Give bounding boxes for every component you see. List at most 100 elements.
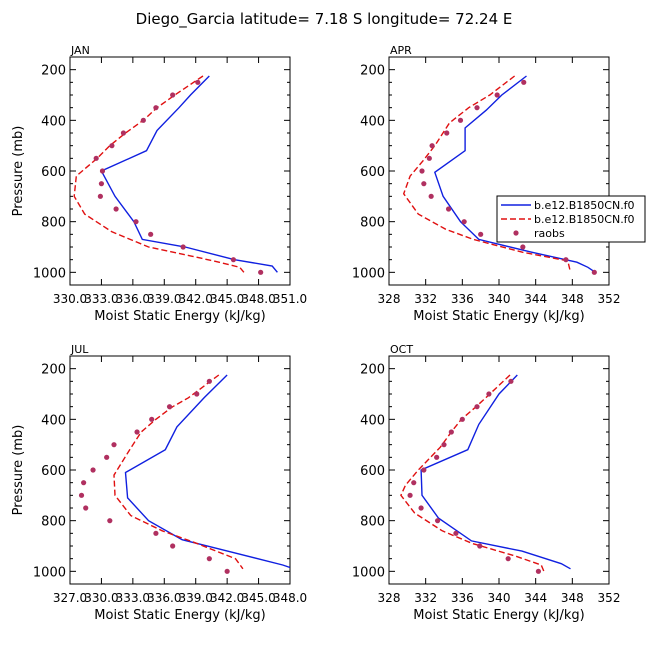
raobs-point [445,206,452,212]
x-tick-label: 328 [378,591,401,605]
raobs-point [505,556,511,562]
raobs-point [180,244,186,250]
y-tick-label: 1000 [352,266,385,281]
raobs-point [258,269,264,275]
raobs-point [591,269,597,275]
raobs-point [170,543,176,549]
raobs-point [474,105,480,111]
x-tick-label: 352 [598,591,621,605]
raobs-point [418,505,424,511]
model-line-dashed [402,75,572,273]
raobs-point [107,518,113,524]
raobs-point [426,155,432,161]
legend-label: b.e12.B1850CN.f0 [534,213,635,226]
raobs-point [104,454,110,460]
x-tick-label: 340 [488,292,511,306]
x-axis-label: Moist Static Energy (kJ/kg) [413,309,584,324]
model-line-dashed [113,374,244,570]
raobs-point [230,257,237,263]
y-tick-label: 800 [360,515,385,530]
raobs-point [109,143,115,149]
raobs-point [111,442,117,448]
raobs-point [434,454,440,460]
raobs-point [520,244,526,250]
raobs-point [170,92,176,98]
x-tick-label: 336.0 [147,591,181,605]
raobs-point [93,155,99,161]
panel-oct: OCT 200 400 600 800 1000 328 332 336 340 344 348 352… [352,343,621,623]
raobs-point [140,117,146,123]
x-tick-label: 332 [414,292,437,306]
y-tick-label: 600 [360,464,385,479]
raobs-point [448,429,454,435]
raobs-point [434,518,441,524]
raobs-point [457,117,464,123]
y-tick-label: 600 [41,464,66,479]
x-tick-label: 345.0 [241,591,275,605]
x-tick-label: 332 [414,591,437,605]
raobs-point [535,568,542,574]
x-tick-label: 348.0 [241,292,275,306]
x-tick-label: 328 [378,292,401,306]
raobs-point [113,206,119,212]
legend-label: raobs [534,227,565,240]
raobs-point [90,467,96,473]
raobs-point [421,181,427,187]
x-tick-label: 342.0 [179,292,213,306]
raobs-point [149,416,155,422]
raobs-point [153,105,159,111]
raobs-point [195,79,201,85]
y-tick-label: 200 [41,64,66,79]
legend-label: b.e12.B1850CN.f0 [534,199,635,212]
x-tick-label: 348 [561,591,584,605]
x-tick-label: 344 [524,591,547,605]
panel-apr: APR 200 400 600 800 1000 328 332 336 340 344 348 352… [352,44,621,324]
raobs-point [134,429,140,435]
raobs-point [521,79,527,85]
x-tick-label: 340 [488,591,511,605]
x-axis-label: Moist Static Energy (kJ/kg) [94,309,265,324]
raobs-point [429,143,435,149]
plot-frame [69,355,291,585]
raobs-point [411,480,417,486]
raobs-point [419,168,425,174]
x-axis-label: Moist Static Energy (kJ/kg) [413,608,584,623]
raobs-point [508,378,514,384]
raobs-point [441,442,447,448]
x-tick-label: 336 [451,591,474,605]
raobs-point [120,130,127,136]
figure-title: Diego_Garcia latitude= 7.18 S longitude=… [136,10,513,29]
x-tick-label: 352 [598,292,621,306]
x-tick-label: 342.0 [210,591,244,605]
raobs-point [428,193,434,199]
raobs-point [98,181,105,187]
x-tick-label: 339.0 [179,591,213,605]
x-tick-label: 333.0 [84,292,118,306]
raobs-point [166,404,173,410]
x-tick-label: 330.0 [84,591,118,605]
raobs-point [97,193,103,199]
y-tick-label: 1000 [352,565,385,580]
x-axis-label: Moist Static Energy (kJ/kg) [94,608,265,623]
raobs-point [83,505,89,511]
x-tick-label: 345.0 [210,292,244,306]
raobs-point [133,219,139,225]
raobs-point [148,231,154,237]
model-line-solid [100,75,278,273]
model-line-dashed [73,75,245,273]
raobs-point [206,378,212,384]
y-tick-label: 600 [360,165,385,180]
raobs-point [421,467,427,473]
raobs-point [478,231,484,237]
x-tick-label: 327.0 [53,591,87,605]
y-tick-label: 400 [360,413,385,428]
y-tick-label: 400 [360,114,385,129]
raobs-point [407,492,413,498]
panel-label: APR [390,44,412,57]
raobs-point [206,556,212,562]
raobs-point [486,391,492,397]
y-tick-label: 400 [41,114,66,129]
x-tick-label: 339.0 [147,292,181,306]
raobs-point [194,391,200,397]
